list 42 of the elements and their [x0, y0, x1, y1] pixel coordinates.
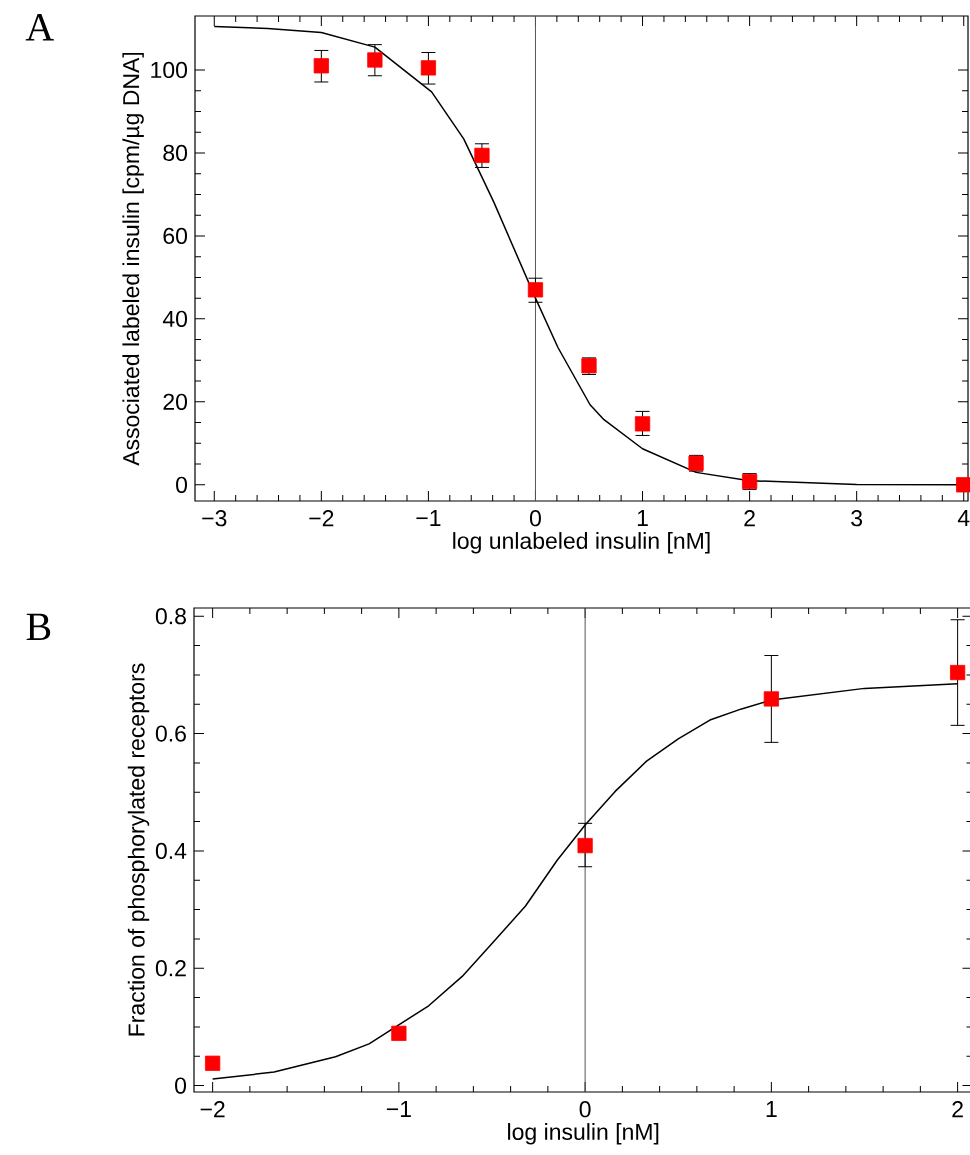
x-tick-label: −2 — [200, 1101, 225, 1118]
y-axis-title: Associated labeled insulin [cpm/µg DNA] — [122, 52, 144, 466]
y-tick-label: 40 — [162, 310, 188, 328]
x-tick-label: −1 — [416, 510, 441, 526]
point — [577, 838, 593, 854]
x-tick-label: 2 — [744, 510, 755, 527]
y-tick-label: 0 — [176, 476, 188, 493]
y-tick-label: 60 — [163, 227, 188, 245]
y-tick-label: 0.8 — [155, 608, 186, 625]
point — [420, 60, 436, 76]
x-axis-title: log insulin [nM] — [508, 1123, 659, 1145]
y-tick-label: 0.6 — [155, 725, 186, 742]
x-tick-label: −3 — [202, 510, 227, 527]
x-tick-label: −2 — [309, 510, 334, 527]
y-tick-label: 0.4 — [155, 842, 187, 860]
point — [956, 477, 970, 493]
x-tick-label: 1 — [637, 510, 648, 526]
x-tick-label: 3 — [851, 510, 863, 527]
text: B — [26, 613, 51, 641]
point — [313, 58, 329, 74]
x-tick-label: −1 — [386, 1101, 411, 1117]
y-tick-label: 80 — [163, 144, 188, 162]
text: A — [25, 13, 54, 41]
x-tick-label: 0 — [579, 1101, 591, 1118]
y-tick-label: 0.2 — [155, 960, 186, 977]
point — [527, 282, 544, 298]
y-tick-label: 0 — [175, 1077, 187, 1094]
y-tick-label: 20 — [163, 393, 188, 410]
y-tick-label: 100 — [151, 61, 188, 79]
y-axis-title: Fraction of phosphorylated receptors — [127, 663, 150, 1036]
point — [205, 1055, 221, 1071]
point — [763, 691, 779, 707]
point — [367, 52, 383, 68]
point — [950, 664, 966, 681]
x-tick-label: 1 — [766, 1101, 777, 1117]
point — [391, 1025, 407, 1041]
x-tick-label: 2 — [952, 1101, 963, 1118]
point — [474, 147, 490, 163]
x-tick-label: 0 — [529, 510, 541, 527]
point — [634, 416, 651, 432]
x-axis-title: log unlabeled insulin [nM] — [453, 532, 710, 554]
x-tick-label: 4 — [957, 510, 970, 526]
